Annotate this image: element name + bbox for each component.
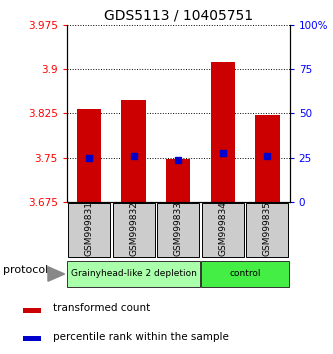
Bar xyxy=(77,109,101,202)
Text: GSM999834: GSM999834 xyxy=(218,201,227,256)
Text: percentile rank within the sample: percentile rank within the sample xyxy=(53,332,228,342)
Bar xyxy=(113,203,155,257)
Bar xyxy=(246,203,288,257)
Bar xyxy=(157,203,199,257)
Bar xyxy=(23,336,41,341)
Text: protocol: protocol xyxy=(3,265,49,275)
Bar xyxy=(121,100,146,202)
Text: Grainyhead-like 2 depletion: Grainyhead-like 2 depletion xyxy=(71,269,196,279)
Text: GSM999833: GSM999833 xyxy=(173,201,183,256)
Bar xyxy=(255,115,280,202)
Bar xyxy=(68,203,110,257)
Bar xyxy=(166,159,190,202)
Bar xyxy=(202,203,244,257)
Bar xyxy=(68,261,199,287)
Text: control: control xyxy=(229,269,261,279)
Bar xyxy=(210,62,235,202)
Text: transformed count: transformed count xyxy=(53,303,150,313)
Text: GSM999835: GSM999835 xyxy=(263,201,272,256)
Polygon shape xyxy=(48,267,65,281)
Bar xyxy=(23,308,41,313)
Text: GSM999832: GSM999832 xyxy=(129,201,138,256)
Text: GSM999831: GSM999831 xyxy=(84,201,94,256)
Bar xyxy=(201,261,289,287)
Title: GDS5113 / 10405751: GDS5113 / 10405751 xyxy=(104,8,253,22)
